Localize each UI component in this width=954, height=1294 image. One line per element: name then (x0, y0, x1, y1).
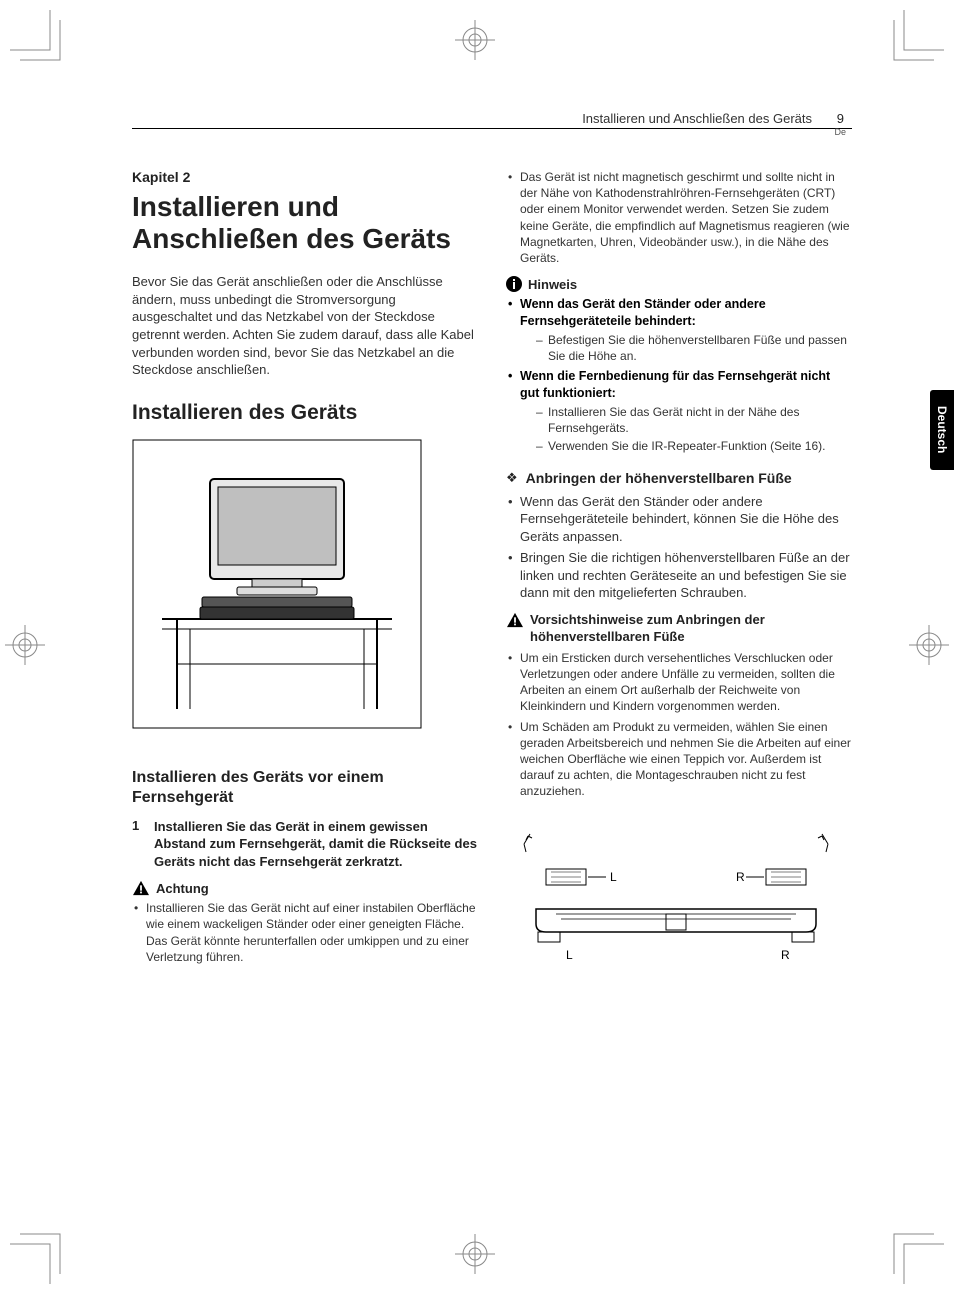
hinweis-item-2-text: Wenn die Fernbedienung für das Fernsehge… (520, 369, 830, 400)
hinweis-item-2: Wenn die Fernbedienung für das Fernsehge… (506, 368, 852, 454)
registration-mark-top (450, 15, 500, 65)
tv-on-stand-illustration (132, 439, 422, 729)
info-circle-icon (506, 276, 522, 292)
subsection-front-tv: Installieren des Geräts vor einem Fernse… (132, 768, 478, 808)
running-header: Installieren und Anschließen des Geräts (582, 111, 812, 126)
achtung-list: Installieren Sie das Gerät nicht auf ein… (132, 900, 478, 965)
step-number: 1 (132, 818, 144, 871)
registration-mark-bottom (450, 1229, 500, 1279)
warning-triangle-icon (132, 880, 150, 896)
hinweis-item-2-sub-2: Verwenden Sie die IR-Repeater-Funktion (… (536, 438, 852, 454)
crop-mark-tr (874, 10, 944, 80)
magnetic-note: Das Gerät ist nicht magnetisch geschirmt… (506, 169, 852, 266)
intro-paragraph: Bevor Sie das Gerät anschließen oder die… (132, 273, 478, 378)
vorsicht-bullet-2: Um Schäden am Produkt zu vermeiden, wähl… (506, 719, 852, 800)
hinweis-item-1: Wenn das Gerät den Ständer oder andere F… (506, 296, 852, 364)
vorsicht-label: Vorsichtshinweise zum Anbringen der höhe… (530, 612, 852, 646)
language-tab: Deutsch (930, 390, 954, 470)
hinweis-list: Wenn das Gerät den Ständer oder andere F… (506, 296, 852, 454)
feet-bullet-2: Bringen Sie die richtigen höhenverstellb… (506, 549, 852, 602)
chapter-title: Installieren und Anschließen des Geräts (132, 191, 478, 255)
achtung-label: Achtung (156, 881, 209, 896)
vorsicht-heading: Vorsichtshinweise zum Anbringen der höhe… (506, 612, 852, 646)
label-L-top: L (610, 870, 617, 884)
page-content: Installieren und Anschließen des Geräts … (132, 100, 852, 969)
crop-mark-br (874, 1214, 944, 1284)
achtung-bullet: Installieren Sie das Gerät nicht auf ein… (132, 900, 478, 965)
label-L-bottom: L (566, 948, 573, 962)
hinweis-item-2-sub-1: Installieren Sie das Gerät nicht in der … (536, 404, 852, 436)
step-1: 1 Installieren Sie das Gerät in einem ge… (132, 818, 478, 871)
hinweis-item-1-text: Wenn das Gerät den Ständer oder andere F… (520, 297, 766, 328)
registration-mark-left (0, 620, 50, 670)
step-text: Installieren Sie das Gerät in einem gewi… (154, 818, 478, 871)
page-number: 9 (837, 111, 844, 126)
achtung-heading: Achtung (132, 880, 478, 896)
label-R-bottom: R (781, 948, 790, 962)
diamond-icon: ❖ (506, 469, 518, 487)
hinweis-item-1-sub-1: Befestigen Sie die höhenverstellbaren Fü… (536, 332, 852, 364)
header-rule: Installieren und Anschließen des Geräts … (132, 128, 852, 129)
feet-title: Anbringen der höhenverstellbaren Füße (526, 469, 792, 487)
hinweis-label: Hinweis (528, 277, 577, 292)
feet-diagram: L R L R (506, 814, 846, 964)
feet-list: Wenn das Gerät den Ständer oder andere F… (506, 493, 852, 602)
right-column: Das Gerät ist nicht magnetisch geschirmt… (506, 169, 852, 969)
page-lang-code: De (834, 127, 846, 137)
hinweis-heading: Hinweis (506, 276, 852, 292)
crop-mark-tl (10, 10, 80, 80)
vorsicht-bullet-1: Um ein Ersticken durch versehentliches V… (506, 650, 852, 715)
crop-mark-bl (10, 1214, 80, 1284)
warning-triangle-icon (506, 612, 524, 628)
feet-heading: ❖ Anbringen der höhenverstellbaren Füße (506, 469, 852, 487)
magnetic-note-list: Das Gerät ist nicht magnetisch geschirmt… (506, 169, 852, 266)
section-installing: Installieren des Geräts (132, 401, 478, 425)
left-column: Kapitel 2 Installieren und Anschließen d… (132, 169, 478, 969)
label-R-top: R (736, 870, 745, 884)
feet-bullet-1: Wenn das Gerät den Ständer oder andere F… (506, 493, 852, 546)
vorsicht-list: Um ein Ersticken durch versehentliches V… (506, 650, 852, 800)
chapter-label: Kapitel 2 (132, 169, 478, 185)
registration-mark-right (904, 620, 954, 670)
